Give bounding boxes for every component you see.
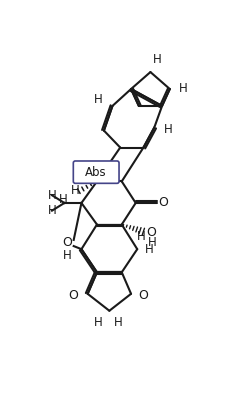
Text: H: H <box>152 53 161 66</box>
Text: O: O <box>157 197 167 209</box>
Text: H: H <box>47 189 56 202</box>
Text: H: H <box>148 237 156 250</box>
Text: H: H <box>47 204 56 217</box>
Text: H: H <box>71 184 79 197</box>
FancyBboxPatch shape <box>73 161 119 183</box>
Text: H: H <box>144 243 153 256</box>
Text: O: O <box>138 289 148 302</box>
Text: O: O <box>68 289 78 302</box>
Text: H: H <box>63 249 71 262</box>
Text: H: H <box>58 193 67 206</box>
Text: O: O <box>62 237 72 250</box>
Text: H: H <box>94 316 102 329</box>
Text: H: H <box>179 82 187 95</box>
Text: H: H <box>114 316 123 329</box>
Text: H: H <box>136 231 145 243</box>
Text: Abs: Abs <box>85 166 106 179</box>
Text: O: O <box>146 226 155 239</box>
Text: H: H <box>94 93 102 106</box>
Text: H: H <box>163 122 172 135</box>
